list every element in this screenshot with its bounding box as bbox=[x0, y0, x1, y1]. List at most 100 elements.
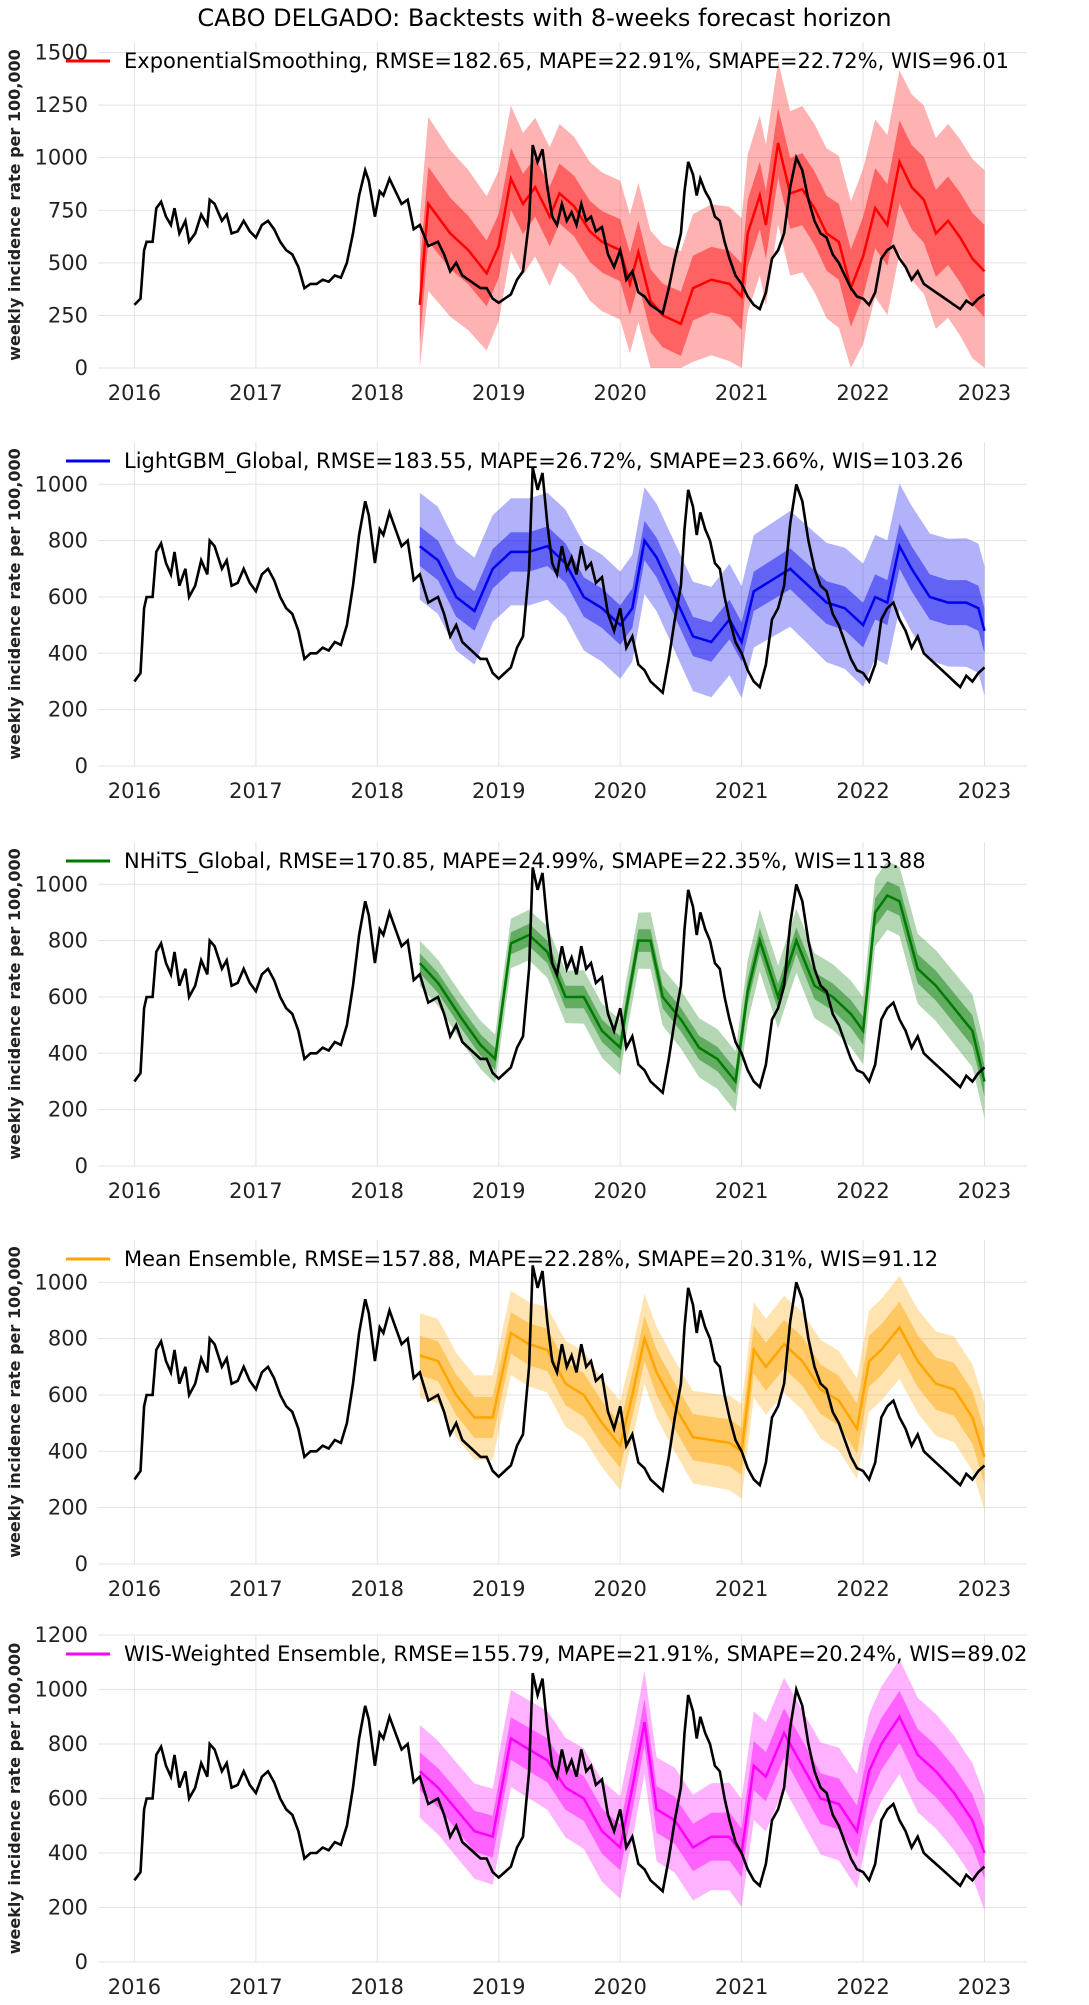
subplot-3: 0 200 400 600 800 1000 2016 2017 2018 2019 2020 202… bbox=[5, 842, 1027, 1203]
x-tick-label: 2016 bbox=[108, 779, 161, 803]
y-tick-label: 1000 bbox=[35, 472, 88, 496]
x-tick-label: 2023 bbox=[958, 1179, 1011, 1203]
actual-incidence-line bbox=[133, 867, 986, 1096]
legend-label: LightGBM_Global, RMSE=183.55, MAPE=26.72… bbox=[124, 449, 963, 474]
subplot-4: 0 200 400 600 800 1000 2016 2017 2018 2019 2020 202… bbox=[5, 1240, 1027, 1601]
x-tick-label: 2023 bbox=[958, 1975, 1011, 1999]
subplot-5: 0 200 400 600 800 1000 1200 2016 2017 2018 2019 202… bbox=[5, 1623, 1027, 1999]
forecast-median-line bbox=[419, 537, 986, 646]
x-tick-label: 2023 bbox=[958, 1577, 1011, 1601]
y-tick-label: 200 bbox=[48, 1098, 88, 1122]
y-tick-label: 1000 bbox=[35, 1678, 88, 1702]
y-axis-label: weekly incidence rate per 100,000 bbox=[5, 848, 24, 1159]
x-tick-label: 2017 bbox=[229, 1179, 282, 1203]
forecast-inner-interval bbox=[419, 1301, 985, 1484]
y-axis-label: weekly incidence rate per 100,000 bbox=[5, 1643, 24, 1954]
actual-incidence-line bbox=[133, 1672, 986, 1894]
actual-incidence-line bbox=[133, 144, 986, 316]
x-tick-label: 2020 bbox=[593, 381, 646, 405]
x-tick-label: 2019 bbox=[472, 381, 525, 405]
legend-label: ExponentialSmoothing, RMSE=182.65, MAPE=… bbox=[124, 49, 1009, 73]
x-tick-label: 2017 bbox=[229, 381, 282, 405]
y-axis-label: weekly incidence rate per 100,000 bbox=[5, 1246, 24, 1557]
y-tick-label: 1000 bbox=[35, 872, 88, 896]
x-tick-label: 2018 bbox=[351, 1975, 404, 1999]
y-tick-label: 0 bbox=[75, 356, 88, 380]
figure-title: CABO DELGADO: Backtests with 8-weeks for… bbox=[197, 4, 892, 32]
y-tick-label: 750 bbox=[48, 198, 88, 222]
y-tick-label: 0 bbox=[75, 754, 88, 778]
y-tick-label: 250 bbox=[48, 303, 88, 327]
y-tick-label: 800 bbox=[48, 1732, 88, 1756]
x-tick-label: 2020 bbox=[593, 779, 646, 803]
x-tick-label: 2016 bbox=[108, 1975, 161, 1999]
x-tick-label: 2016 bbox=[108, 1577, 161, 1601]
forecast-outer-interval bbox=[419, 483, 985, 698]
forecast-outer-interval bbox=[419, 1275, 985, 1511]
forecast-median-line bbox=[418, 1714, 986, 1857]
y-tick-label: 400 bbox=[48, 1841, 88, 1865]
actual-incidence-line bbox=[133, 467, 986, 696]
x-tick-label: 2020 bbox=[593, 1577, 646, 1601]
x-tick-label: 2016 bbox=[108, 1179, 161, 1203]
y-tick-label: 600 bbox=[48, 1383, 88, 1407]
y-tick-label: 500 bbox=[48, 251, 88, 275]
forecast-outer-interval bbox=[419, 61, 985, 368]
x-tick-label: 2016 bbox=[108, 381, 161, 405]
y-tick-label: 0 bbox=[75, 1154, 88, 1178]
x-tick-label: 2022 bbox=[836, 1577, 889, 1601]
y-tick-label: 400 bbox=[48, 1041, 88, 1065]
forecast-outer-interval bbox=[419, 1659, 985, 1911]
forecast-median-line bbox=[419, 1325, 986, 1458]
y-tick-label: 200 bbox=[48, 1496, 88, 1520]
y-tick-label: 800 bbox=[48, 1327, 88, 1351]
x-tick-label: 2023 bbox=[958, 381, 1011, 405]
y-tick-label: 800 bbox=[48, 929, 88, 953]
y-tick-label: 1250 bbox=[35, 93, 88, 117]
legend-label: WIS-Weighted Ensemble, RMSE=155.79, MAPE… bbox=[124, 1642, 1027, 1666]
subplot-2: 0 200 400 600 800 1000 2016 2017 2018 2019 2020 202… bbox=[5, 442, 1027, 803]
y-axis-label: weekly incidence rate per 100,000 bbox=[5, 49, 24, 360]
legend-label: NHiTS_Global, RMSE=170.85, MAPE=24.99%, … bbox=[124, 849, 926, 874]
forecast-median-line bbox=[418, 893, 986, 1085]
x-tick-label: 2019 bbox=[472, 1975, 525, 1999]
x-tick-label: 2020 bbox=[593, 1179, 646, 1203]
x-tick-label: 2021 bbox=[715, 1577, 768, 1601]
forecast-inner-interval bbox=[419, 1690, 985, 1879]
forecast-outer-interval bbox=[419, 861, 985, 1119]
x-tick-label: 2022 bbox=[836, 1179, 889, 1203]
x-tick-label: 2018 bbox=[351, 1577, 404, 1601]
y-tick-label: 600 bbox=[48, 985, 88, 1009]
x-tick-label: 2021 bbox=[715, 779, 768, 803]
y-tick-label: 1000 bbox=[35, 1270, 88, 1294]
x-tick-label: 2019 bbox=[472, 1179, 525, 1203]
x-tick-label: 2017 bbox=[229, 779, 282, 803]
x-tick-label: 2018 bbox=[351, 1179, 404, 1203]
legend-label: Mean Ensemble, RMSE=157.88, MAPE=22.28%,… bbox=[124, 1247, 938, 1271]
x-tick-label: 2022 bbox=[836, 381, 889, 405]
y-tick-label: 800 bbox=[48, 529, 88, 553]
x-tick-label: 2023 bbox=[958, 779, 1011, 803]
x-tick-label: 2021 bbox=[715, 381, 768, 405]
x-tick-label: 2018 bbox=[351, 381, 404, 405]
y-tick-label: 200 bbox=[48, 1896, 88, 1920]
y-tick-label: 0 bbox=[75, 1552, 88, 1576]
x-tick-label: 2020 bbox=[593, 1975, 646, 1999]
forecast-inner-interval bbox=[419, 108, 985, 356]
y-tick-label: 600 bbox=[48, 1787, 88, 1811]
y-tick-label: 0 bbox=[75, 1950, 88, 1974]
forecast-median-line bbox=[418, 142, 986, 326]
y-tick-label: 200 bbox=[48, 698, 88, 722]
y-axis-label: weekly incidence rate per 100,000 bbox=[5, 448, 24, 759]
x-tick-label: 2022 bbox=[836, 779, 889, 803]
x-tick-label: 2021 bbox=[715, 1179, 768, 1203]
x-tick-label: 2019 bbox=[472, 1577, 525, 1601]
x-tick-label: 2021 bbox=[715, 1975, 768, 1999]
y-tick-label: 600 bbox=[48, 585, 88, 609]
y-tick-label: 1200 bbox=[35, 1623, 88, 1647]
y-tick-label: 1000 bbox=[35, 146, 88, 170]
y-tick-label: 400 bbox=[48, 641, 88, 665]
